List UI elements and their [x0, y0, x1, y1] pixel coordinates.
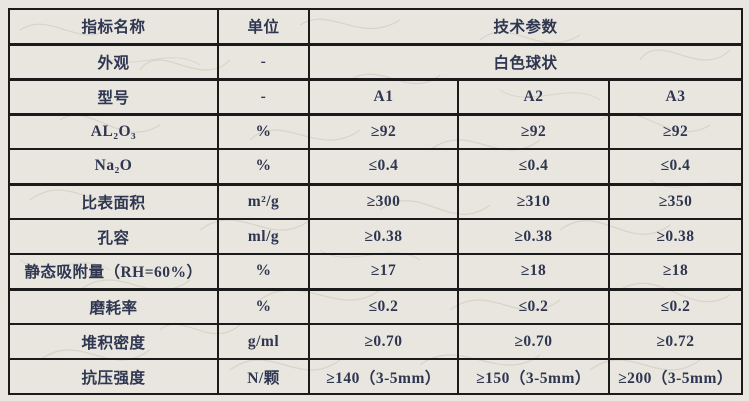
value-cell: ≥17 — [308, 253, 459, 291]
value-cell: ≥92 — [308, 113, 459, 150]
table-header-row: 指标名称 单位 技术参数 — [8, 8, 743, 46]
value-cell: ≥0.70 — [457, 323, 610, 360]
value-cell: ≥92 — [608, 113, 743, 150]
unit-cell: N/颗 — [217, 358, 310, 395]
table-row-appearance: 外观 - 白色球状 — [8, 43, 743, 81]
table-row: 抗压强度 N/颗 ≥140（3-5mm） ≥150（3-5mm） ≥200（3-… — [8, 358, 743, 395]
value-cell: A2 — [457, 78, 610, 116]
indicator-name-cell: 静态吸附量（RH=60%） — [8, 253, 219, 291]
unit-cell: - — [217, 43, 310, 81]
table-row: 磨耗率 % ≤0.2 ≤0.2 ≤0.2 — [8, 288, 743, 325]
header-indicator-name: 指标名称 — [8, 8, 219, 46]
value-cell: ≥92 — [457, 113, 610, 150]
unit-cell: % — [217, 148, 310, 186]
table-row: 比表面积 m²/g ≥300 ≥310 ≥350 — [8, 183, 743, 220]
value-cell: ≥18 — [608, 253, 743, 291]
value-cell: ≥0.38 — [308, 218, 459, 255]
indicator-name-cell: 外观 — [8, 43, 219, 81]
spec-table: 指标名称 单位 技术参数 外观 - 白色球状 型号 - A1 A2 A3 AL₂… — [8, 8, 743, 395]
header-tech-params: 技术参数 — [308, 8, 743, 46]
value-cell: ≤0.2 — [308, 288, 459, 325]
indicator-name-cell: 抗压强度 — [8, 358, 219, 395]
unit-cell: m²/g — [217, 183, 310, 220]
value-cell: ≥0.38 — [457, 218, 610, 255]
value-cell: ≥300 — [308, 183, 459, 220]
table-row-model: 型号 - A1 A2 A3 — [8, 78, 743, 116]
value-cell: ≥200（3-5mm） — [608, 358, 743, 395]
unit-cell: % — [217, 288, 310, 325]
value-cell: ≥18 — [457, 253, 610, 291]
value-cell: ≥0.70 — [308, 323, 459, 360]
table-row: AL₂O₃ % ≥92 ≥92 ≥92 — [8, 113, 743, 150]
value-cell: ≥150（3-5mm） — [457, 358, 610, 395]
indicator-name-cell: 堆积密度 — [8, 323, 219, 360]
value-cell: ≥350 — [608, 183, 743, 220]
value-cell: ≤0.4 — [308, 148, 459, 186]
indicator-name-cell: 孔容 — [8, 218, 219, 255]
value-cell: ≥0.38 — [608, 218, 743, 255]
value-cell: ≥140（3-5mm） — [308, 358, 459, 395]
table-row: Na₂O % ≤0.4 ≤0.4 ≤0.4 — [8, 148, 743, 186]
indicator-name-cell: 磨耗率 — [8, 288, 219, 325]
value-cell: A1 — [308, 78, 459, 116]
indicator-name-cell: AL₂O₃ — [8, 113, 219, 150]
table-row: 孔容 ml/g ≥0.38 ≥0.38 ≥0.38 — [8, 218, 743, 255]
value-cell: ≥0.72 — [608, 323, 743, 360]
unit-cell: - — [217, 78, 310, 116]
value-cell: ≤0.2 — [608, 288, 743, 325]
unit-cell: ml/g — [217, 218, 310, 255]
unit-cell: % — [217, 113, 310, 150]
value-cell: ≤0.4 — [457, 148, 610, 186]
value-cell: A3 — [608, 78, 743, 116]
indicator-name-cell: 型号 — [8, 78, 219, 116]
value-cell: 白色球状 — [308, 43, 743, 81]
value-cell: ≤0.2 — [457, 288, 610, 325]
unit-cell: g/ml — [217, 323, 310, 360]
indicator-name-cell: 比表面积 — [8, 183, 219, 220]
table-row: 静态吸附量（RH=60%） % ≥17 ≥18 ≥18 — [8, 253, 743, 291]
value-cell: ≤0.4 — [608, 148, 743, 186]
value-cell: ≥310 — [457, 183, 610, 220]
indicator-name-cell: Na₂O — [8, 148, 219, 186]
table-row: 堆积密度 g/ml ≥0.70 ≥0.70 ≥0.72 — [8, 323, 743, 360]
unit-cell: % — [217, 253, 310, 291]
header-unit: 单位 — [217, 8, 310, 46]
